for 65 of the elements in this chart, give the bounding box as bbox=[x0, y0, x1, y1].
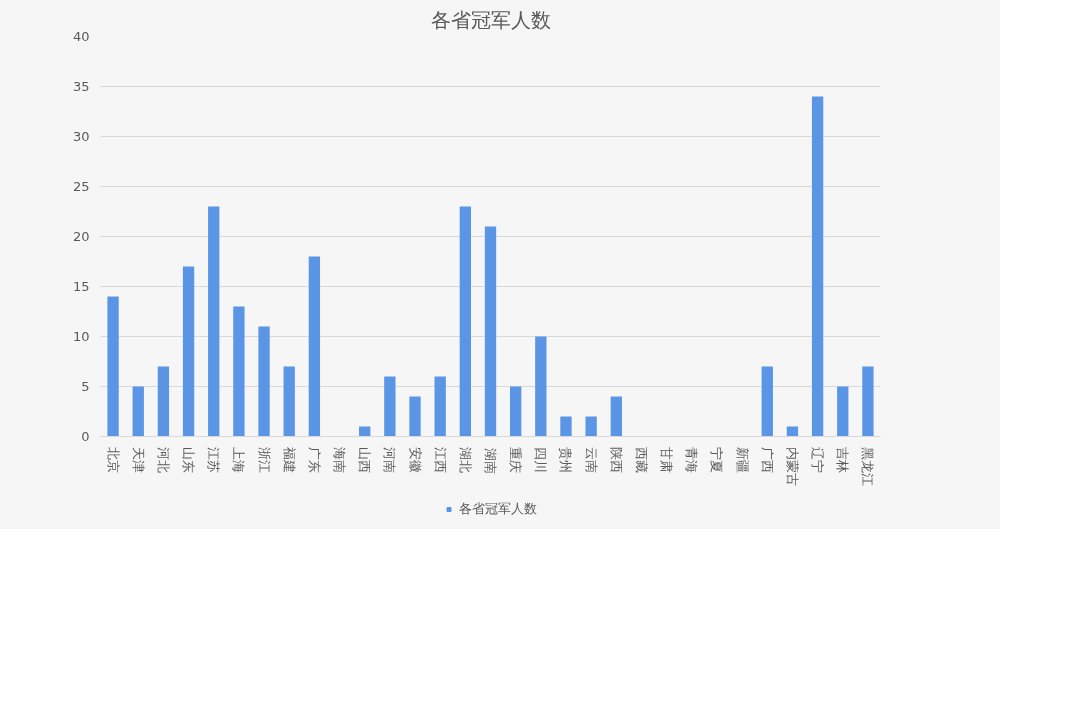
legend-label: 各省冠军人数 bbox=[458, 500, 537, 518]
bar bbox=[182, 266, 195, 437]
chart-title: 各省冠军人数 bbox=[430, 7, 551, 32]
y-tick-label: 20 bbox=[72, 229, 90, 244]
x-tick-label: 山西 bbox=[357, 447, 373, 474]
x-tick-label: 陕西 bbox=[608, 447, 624, 474]
x-tick-label: 广西 bbox=[759, 447, 775, 474]
y-tick-label: 40 bbox=[72, 29, 90, 44]
bar bbox=[283, 366, 295, 437]
x-tick-label: 河南 bbox=[382, 447, 398, 474]
x-tick-label: 天津 bbox=[130, 447, 146, 474]
bar bbox=[535, 336, 547, 437]
x-tick-label: 北京 bbox=[105, 447, 121, 474]
x-tick-label: 江苏 bbox=[206, 447, 222, 474]
x-tick-label: 湖南 bbox=[483, 447, 498, 474]
bar bbox=[811, 96, 824, 437]
x-tick-label: 吉林 bbox=[835, 447, 851, 474]
x-tick-label: 湖北 bbox=[457, 447, 473, 474]
bar bbox=[560, 416, 572, 437]
x-tick-label: 辽宁 bbox=[810, 447, 826, 474]
x-tick-label: 内蒙古 bbox=[784, 447, 800, 487]
y-tick-label: 10 bbox=[72, 329, 90, 344]
bar bbox=[409, 396, 421, 437]
bar bbox=[761, 366, 773, 437]
bar bbox=[459, 206, 471, 437]
bar bbox=[233, 306, 245, 437]
bar bbox=[484, 226, 497, 437]
bar bbox=[837, 386, 849, 437]
x-tick-label: 重庆 bbox=[508, 447, 524, 474]
x-tick-label: 四川 bbox=[533, 447, 549, 474]
bar bbox=[434, 376, 446, 437]
bar bbox=[510, 386, 522, 437]
bar bbox=[208, 206, 220, 437]
x-tick-label: 甘肃 bbox=[659, 447, 675, 474]
y-tick-label: 35 bbox=[72, 79, 90, 94]
x-tick-label: 贵州 bbox=[558, 447, 574, 474]
x-tick-label: 广东 bbox=[306, 447, 322, 474]
bar bbox=[610, 396, 622, 437]
bar bbox=[107, 296, 119, 437]
y-tick-label: 15 bbox=[72, 279, 90, 294]
bar bbox=[157, 366, 170, 437]
x-tick-label: 安徽 bbox=[407, 447, 423, 474]
y-tick-label: 5 bbox=[81, 379, 90, 394]
bar bbox=[384, 376, 396, 437]
bar bbox=[862, 366, 874, 437]
y-tick-label: 25 bbox=[72, 179, 90, 194]
bar bbox=[132, 386, 144, 437]
x-tick-label: 浙江 bbox=[256, 447, 272, 474]
bar bbox=[258, 326, 270, 437]
x-tick-label: 新疆 bbox=[734, 447, 750, 474]
x-tick-label: 福建 bbox=[281, 447, 297, 474]
x-tick-label: 江西 bbox=[432, 447, 448, 474]
x-tick-label: 上海 bbox=[231, 447, 247, 474]
x-tick-label: 青海 bbox=[684, 447, 700, 474]
x-tick-label: 西藏 bbox=[633, 447, 649, 474]
x-tick-label: 河北 bbox=[155, 447, 171, 474]
bar bbox=[308, 256, 321, 437]
y-tick-label: 30 bbox=[72, 129, 90, 144]
x-tick-label: 海南 bbox=[332, 447, 348, 474]
x-tick-label: 宁夏 bbox=[709, 447, 725, 474]
x-tick-label: 云南 bbox=[583, 447, 599, 474]
x-tick-label: 黑龙江 bbox=[860, 447, 876, 487]
y-tick-label: 0 bbox=[81, 429, 90, 444]
bar bbox=[585, 416, 597, 437]
x-tick-label: 山东 bbox=[181, 447, 197, 474]
